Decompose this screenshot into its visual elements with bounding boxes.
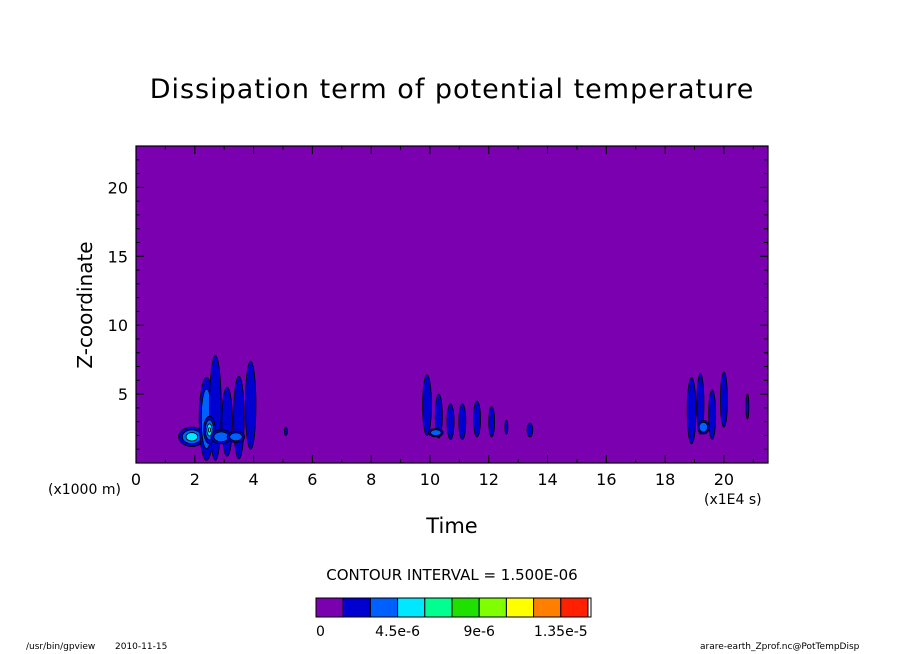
colorbar-bin-3 — [397, 597, 426, 618]
chart-title: Dissipation term of potential temperatur… — [149, 74, 755, 105]
y-tick-label-20: 20 — [108, 178, 128, 197]
colorbar: 0 4.5e-6 9e-6 1.35e-5 — [315, 597, 592, 640]
footer-date: 2010-11-15 — [115, 642, 168, 652]
contour-feature-24-level-1 — [745, 393, 750, 420]
y-axis-ticks: 5 10 15 20 — [108, 159, 768, 450]
contour-feature-20-level-1 — [696, 373, 705, 435]
contour-feature-11-level-1 — [434, 393, 443, 439]
footer-program: /usr/bin/gpview — [26, 642, 96, 652]
contour-feature-12-level-1 — [446, 403, 455, 440]
contour-feature-10-level-1 — [422, 374, 432, 436]
colorbar-tick-label-0: 0 — [316, 624, 325, 640]
colorbar-bin-2 — [369, 597, 399, 618]
colorbar-bin-6 — [478, 597, 507, 618]
contour-feature-13-level-1 — [458, 403, 467, 440]
contour-feature-14-level-1 — [473, 400, 481, 438]
footer-source: arare-earth_Zprof.nc@PotTempDisp — [700, 642, 860, 652]
y-axis-label: Z-coordinate — [73, 241, 97, 369]
colorbar-bin-9 — [560, 597, 589, 618]
x-tick-label-14: 14 — [537, 470, 557, 489]
contour-feature-23-level-2 — [698, 421, 708, 433]
contour-feature-22-level-1 — [719, 371, 728, 428]
y-tick-label-5: 5 — [118, 385, 128, 404]
y-axis-unit-label: (x1000 m) — [48, 482, 121, 498]
contour-feature-3-level-4 — [208, 427, 211, 433]
contour-feature-19-level-1 — [686, 377, 697, 445]
x-tick-label-18: 18 — [655, 470, 675, 489]
y-tick-label-10: 10 — [108, 316, 128, 335]
x-tick-label-10: 10 — [420, 470, 440, 489]
contour-feature-8-level-2 — [229, 432, 243, 442]
colorbar-bin-5 — [451, 597, 480, 618]
contour-feature-17-level-1 — [504, 419, 509, 435]
x-axis-label: Time — [426, 514, 478, 538]
contour-feature-15-level-1 — [488, 406, 496, 438]
contour-feature-4-level-1 — [221, 386, 233, 457]
contour-feature-2-level-1 — [209, 355, 222, 461]
contour-feature-5-level-1 — [233, 375, 245, 460]
contour-feature-7-level-2 — [213, 431, 230, 443]
x-axis-ticks: 0 2 4 6 8 10 12 14 16 18 20 — [131, 146, 754, 489]
x-axis-unit-label: (x1E4 s) — [704, 492, 762, 508]
x-tick-label-0: 0 — [131, 470, 141, 489]
x-tick-label-16: 16 — [596, 470, 616, 489]
x-tick-label-20: 20 — [714, 470, 734, 489]
contour-feature-6-level-1 — [244, 360, 257, 450]
x-tick-label-8: 8 — [366, 470, 376, 489]
contour-interval-text: CONTOUR INTERVAL = 1.500E-06 — [326, 566, 578, 584]
contour-feature-16-level-2 — [430, 429, 442, 437]
colorbar-bin-7 — [505, 597, 535, 618]
contour-feature-9-level-1 — [284, 426, 288, 436]
plot-frame — [135, 145, 769, 464]
colorbar-bin-1 — [342, 597, 371, 618]
contour-features — [178, 355, 750, 461]
colorbar-end-cap — [587, 597, 592, 618]
contour-feature-21-level-1 — [708, 389, 717, 440]
colorbar-bin-8 — [533, 597, 562, 618]
x-tick-label-12: 12 — [479, 470, 499, 489]
contour-feature-18-level-1 — [526, 422, 534, 438]
colorbar-tick-label-3: 1.35e-5 — [534, 624, 588, 640]
y-tick-label-15: 15 — [108, 247, 128, 266]
colorbar-bin-0 — [315, 597, 344, 618]
x-tick-label-4: 4 — [248, 470, 258, 489]
x-tick-label-2: 2 — [190, 470, 200, 489]
colorbar-tick-label-1: 4.5e-6 — [375, 624, 420, 640]
contour-feature-0-level-3 — [185, 432, 199, 442]
colorbar-tick-label-2: 9e-6 — [463, 624, 495, 640]
colorbar-bin-4 — [424, 597, 453, 618]
x-tick-label-6: 6 — [307, 470, 317, 489]
